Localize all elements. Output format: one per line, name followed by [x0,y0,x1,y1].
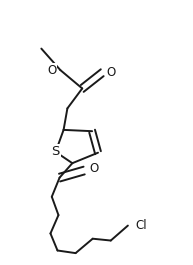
Text: O: O [47,64,56,77]
Text: Cl: Cl [135,219,147,232]
Text: S: S [51,145,60,158]
Text: O: O [89,162,98,175]
Text: O: O [106,66,115,79]
